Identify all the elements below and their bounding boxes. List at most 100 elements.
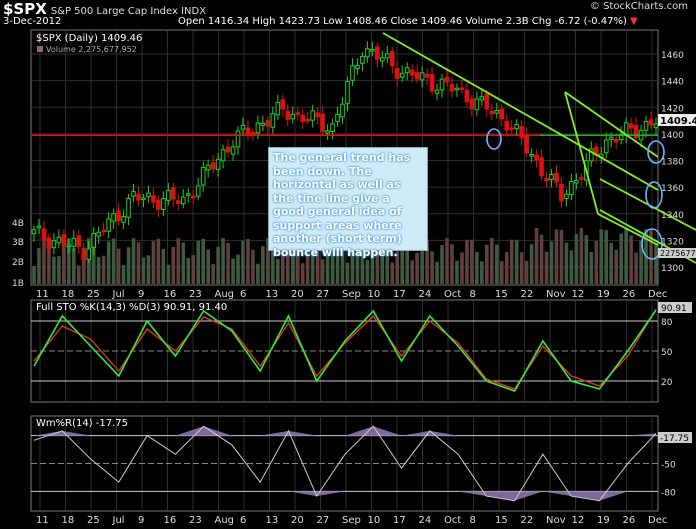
volume-tick-label: 3B [12, 238, 24, 248]
candle-body [295, 112, 301, 115]
x-tick-label-mid: 8 [470, 289, 476, 300]
brand-label: © StockCharts.com [589, 1, 688, 12]
sto-tick-label: 50 [661, 348, 673, 358]
volume-bar [256, 263, 260, 284]
x-tick-label-bottom: 11 [36, 515, 49, 526]
x-tick-label-mid: 13 [266, 289, 279, 300]
candle-body [111, 213, 116, 222]
candle-body [409, 69, 415, 76]
candle-body [116, 210, 121, 222]
volume-bar [365, 259, 370, 284]
volume-bar [52, 256, 56, 284]
price-candles [31, 41, 659, 268]
volume-bar [196, 240, 201, 284]
candle-body [146, 192, 151, 198]
x-tick-label-mid: Sep [342, 289, 361, 300]
volume-bar [524, 260, 529, 284]
candle-body [300, 114, 306, 122]
x-tick-label-bottom: Nov [546, 515, 566, 526]
x-tick-label-bottom: 20 [291, 515, 304, 526]
volume-bar [355, 238, 360, 284]
volume-bar [405, 243, 409, 284]
x-tick-label-mid: 23 [189, 289, 202, 300]
x-tick-label-mid: 24 [419, 289, 432, 300]
candle-body [633, 124, 639, 139]
volume-bar [634, 252, 638, 284]
price-tick-label: 1320 [661, 237, 684, 247]
candle-body [205, 164, 211, 171]
x-tick-label-bottom: 10 [368, 515, 381, 526]
x-tick-label-mid: 22 [521, 289, 534, 300]
volume-bar [455, 260, 459, 284]
annotation-box: The general trend has been down. The hor… [268, 147, 428, 259]
volume-bar [519, 252, 524, 284]
candle-body [380, 57, 385, 62]
volume-bar [330, 240, 335, 284]
candle-body [96, 231, 101, 237]
candle-body [439, 78, 445, 91]
ticker-title: $SPX S&P 500 Large Cap Index INDX [3, 0, 207, 18]
volume-bar [91, 242, 96, 284]
volume-bar [465, 239, 469, 284]
x-tick-label-mid: 9 [138, 289, 144, 300]
volume-bar [186, 257, 191, 284]
candle-body [489, 110, 495, 115]
volume-bar [385, 250, 390, 284]
volume-bar [370, 253, 375, 284]
chart-header: $SPX S&P 500 Large Cap Index INDX © Stock… [0, 0, 696, 30]
x-tick-label-mid: 18 [62, 289, 75, 300]
x-tick-label-bottom: 6 [240, 515, 246, 526]
candle-body [419, 72, 425, 81]
volume-tag-bg [658, 248, 696, 258]
x-tick-label-mid: 15 [495, 289, 508, 300]
candle-body [210, 162, 216, 170]
candle-body [469, 98, 475, 109]
candle-body [355, 65, 360, 69]
volume-bar [216, 246, 220, 284]
candle-body [569, 180, 574, 196]
wr-legend: Wm%R(14) -17.75 [36, 418, 128, 429]
candle-body [86, 248, 92, 260]
candle-body [524, 134, 529, 154]
volume-bar [251, 249, 255, 284]
x-tick-label-bottom: 17 [393, 515, 406, 526]
candle-body [399, 72, 405, 78]
candle-body [514, 124, 519, 130]
volume-bars [32, 228, 658, 284]
volume-bar [340, 250, 345, 284]
volume-bar [320, 259, 325, 284]
price-tick-label: 1420 [661, 104, 684, 114]
x-tick-label-mid: 26 [623, 289, 636, 300]
candle-body [509, 127, 514, 130]
x-tick-label-mid: Oct [444, 289, 461, 300]
candle-body [290, 113, 296, 120]
volume-bar [639, 240, 643, 284]
volume-bar [584, 235, 589, 284]
candle-body [554, 172, 559, 183]
volume-bar [544, 251, 549, 284]
candle-body [245, 127, 251, 135]
x-tick-label-bottom: 13 [266, 515, 279, 526]
volume-bar [221, 238, 225, 284]
candle-body [106, 218, 111, 232]
candle-body [434, 89, 440, 94]
volume-bar [420, 239, 424, 284]
oscillator-lines [31, 309, 658, 502]
candle-body [574, 179, 579, 184]
volume-bar [594, 241, 599, 284]
volume-bar [231, 258, 235, 284]
x-tick-label-mid: Nov [546, 289, 566, 300]
wr-tag-bg [658, 432, 692, 443]
volume-tick-label: 2B [12, 258, 24, 268]
volume-bar [430, 251, 434, 284]
volume-bar [176, 238, 181, 284]
last-price-tag: 1409.46 [660, 116, 696, 127]
support-circle [645, 181, 663, 209]
volume-bar [494, 244, 499, 284]
last-price-tag-bg [658, 114, 696, 126]
candle-body [66, 244, 72, 248]
volume-bar [574, 234, 579, 284]
volume-bar [534, 228, 539, 284]
candle-body [81, 248, 87, 261]
